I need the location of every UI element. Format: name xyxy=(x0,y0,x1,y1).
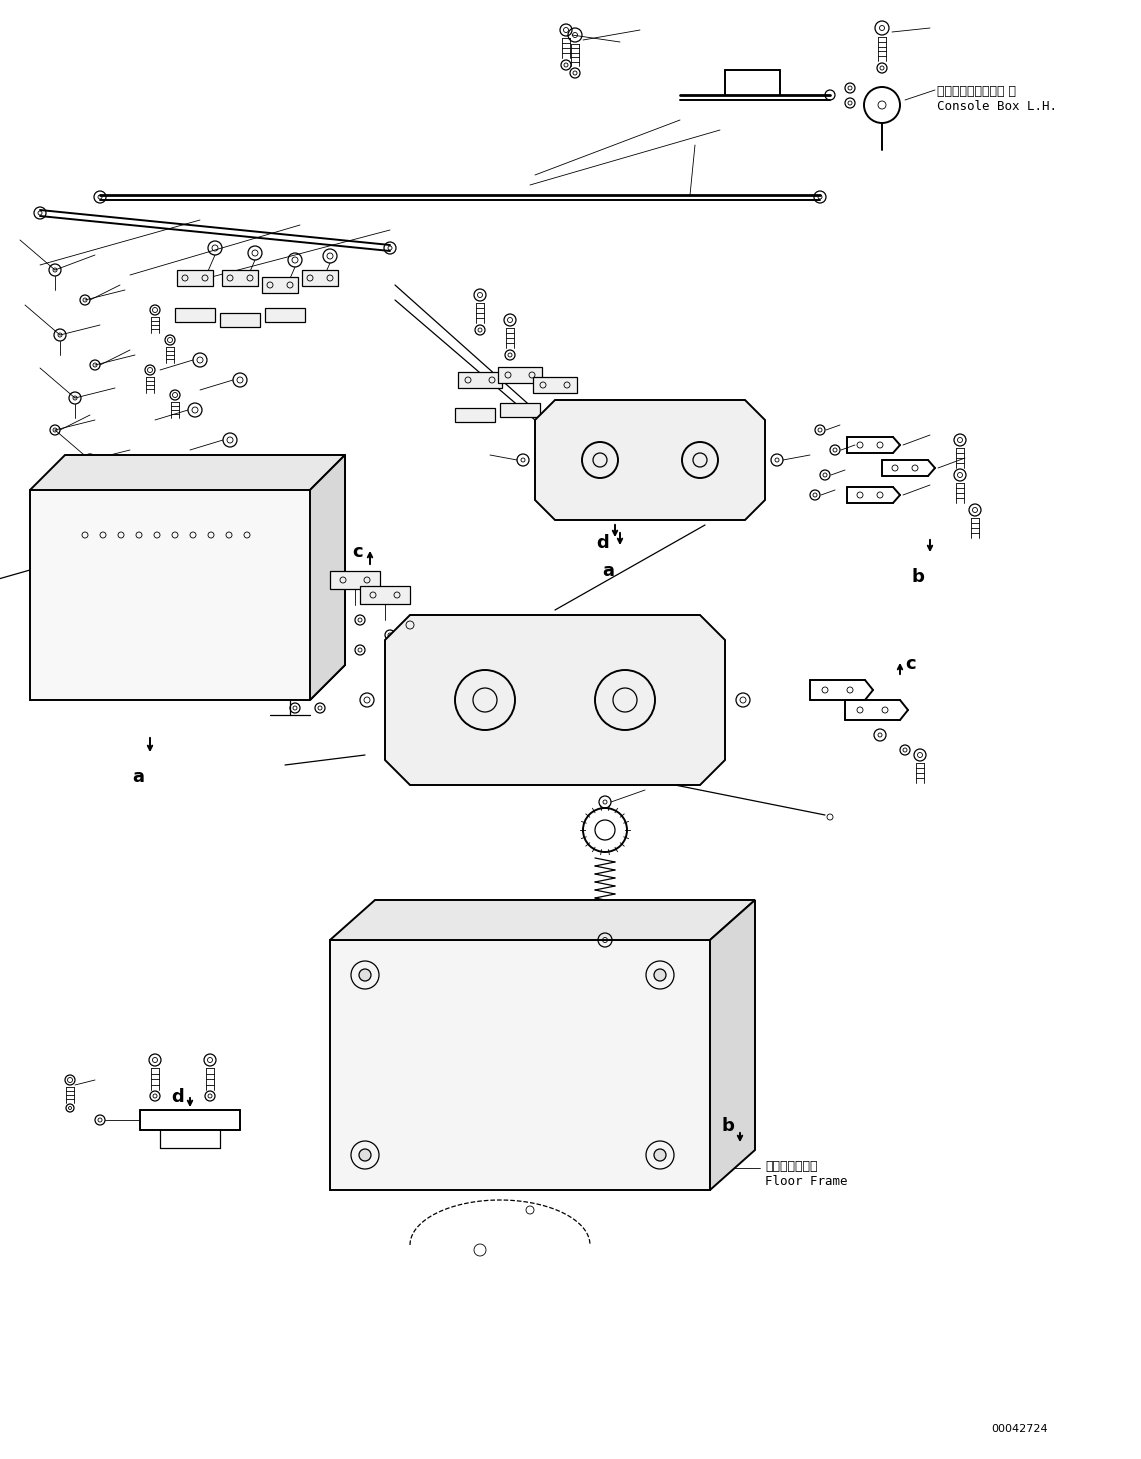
Bar xyxy=(455,409,495,422)
Bar xyxy=(177,270,213,286)
Text: a: a xyxy=(132,767,144,786)
Bar xyxy=(175,308,215,322)
Polygon shape xyxy=(30,455,345,700)
Polygon shape xyxy=(385,616,725,785)
Text: コンソールボックス 左: コンソールボックス 左 xyxy=(937,85,1015,98)
Text: 00042724: 00042724 xyxy=(992,1424,1047,1434)
Text: c: c xyxy=(353,543,363,562)
Circle shape xyxy=(359,1150,371,1161)
Circle shape xyxy=(654,1150,666,1161)
Bar xyxy=(361,587,410,604)
Bar xyxy=(533,376,577,392)
Text: フロアフレーム: フロアフレーム xyxy=(764,1160,817,1173)
Bar xyxy=(330,570,380,589)
Circle shape xyxy=(359,969,371,980)
Bar xyxy=(262,277,298,293)
Bar xyxy=(302,270,338,286)
Polygon shape xyxy=(330,900,755,940)
Text: c: c xyxy=(905,655,915,673)
Polygon shape xyxy=(310,455,345,700)
Text: d: d xyxy=(597,534,609,552)
Polygon shape xyxy=(30,455,345,490)
Bar xyxy=(222,270,258,286)
Bar xyxy=(497,368,542,384)
Polygon shape xyxy=(710,900,755,1191)
Bar xyxy=(265,308,305,322)
Bar xyxy=(220,314,260,327)
Circle shape xyxy=(654,969,666,980)
Text: a: a xyxy=(602,562,614,581)
Text: b: b xyxy=(912,568,924,587)
Text: b: b xyxy=(721,1118,735,1135)
Bar xyxy=(500,403,540,417)
Text: Floor Frame: Floor Frame xyxy=(764,1174,848,1188)
Bar xyxy=(458,372,502,388)
Polygon shape xyxy=(535,400,764,519)
Polygon shape xyxy=(330,940,710,1191)
Text: d: d xyxy=(171,1088,185,1106)
Text: Console Box L.H.: Console Box L.H. xyxy=(937,101,1057,112)
